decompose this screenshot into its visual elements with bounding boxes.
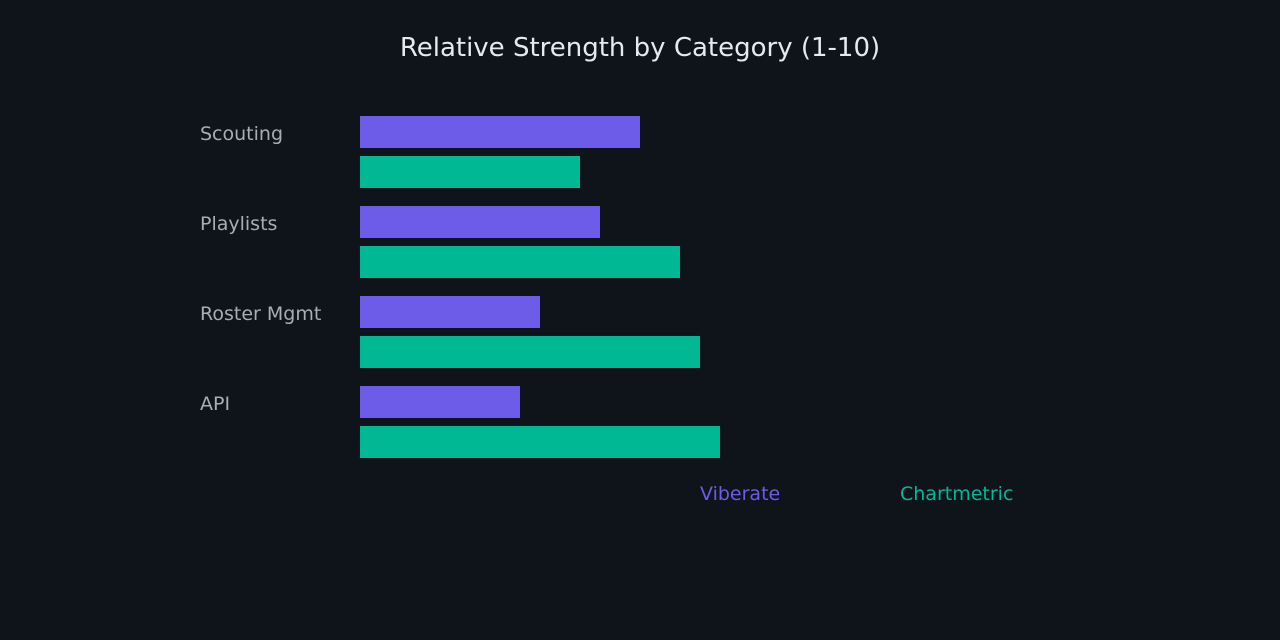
chart-title: Relative Strength by Category (1-10)	[400, 33, 880, 63]
bar-chartmetric-playlists	[360, 246, 680, 278]
bar-viberate-playlists	[360, 206, 600, 238]
category-label-scouting: Scouting	[200, 123, 283, 145]
bar-chartmetric-scouting	[360, 156, 580, 188]
category-label-api: API	[200, 393, 230, 415]
bar-chartmetric-roster-mgmt	[360, 336, 700, 368]
bar-chartmetric-api	[360, 426, 720, 458]
bar-viberate-scouting	[360, 116, 640, 148]
legend-item-chartmetric: Chartmetric	[900, 483, 1013, 505]
bar-viberate-api	[360, 386, 520, 418]
bars-group	[360, 116, 720, 458]
category-labels-group: Scouting Playlists Roster Mgmt API	[200, 123, 321, 415]
legend: Viberate Chartmetric	[700, 483, 1013, 505]
category-label-roster-mgmt: Roster Mgmt	[200, 303, 321, 325]
legend-item-viberate: Viberate	[700, 483, 780, 505]
category-label-playlists: Playlists	[200, 213, 277, 235]
bar-viberate-roster-mgmt	[360, 296, 540, 328]
